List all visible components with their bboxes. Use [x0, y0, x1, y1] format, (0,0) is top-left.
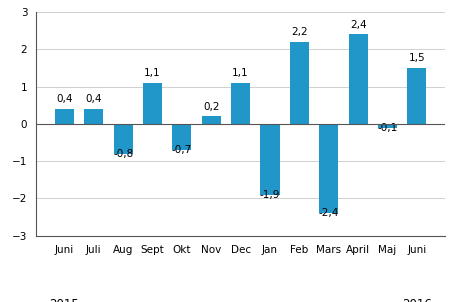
Text: -0,8: -0,8	[113, 149, 133, 159]
Text: 0,4: 0,4	[56, 94, 73, 104]
Bar	[143, 83, 162, 124]
Text: 1,5: 1,5	[409, 53, 425, 63]
Bar	[231, 83, 250, 124]
Bar	[319, 124, 338, 213]
Bar	[378, 124, 397, 127]
Bar	[173, 124, 192, 150]
Text: -2,4: -2,4	[319, 208, 339, 218]
Text: 2015: 2015	[49, 298, 79, 302]
Bar	[407, 68, 426, 124]
Text: 1,1: 1,1	[144, 68, 161, 78]
Text: 2,2: 2,2	[291, 27, 308, 37]
Text: 0,4: 0,4	[85, 94, 102, 104]
Bar	[290, 42, 309, 124]
Text: -0,7: -0,7	[172, 145, 192, 155]
Bar	[349, 34, 368, 124]
Text: 0,2: 0,2	[203, 101, 219, 111]
Bar	[202, 116, 221, 124]
Text: -1,9: -1,9	[260, 190, 280, 200]
Bar	[84, 109, 104, 124]
Bar	[261, 124, 280, 194]
Bar	[114, 124, 133, 154]
Bar	[55, 109, 74, 124]
Text: -0,1: -0,1	[377, 123, 398, 133]
Text: 1,1: 1,1	[232, 68, 249, 78]
Text: 2016: 2016	[402, 298, 432, 302]
Text: 2,4: 2,4	[350, 20, 366, 30]
